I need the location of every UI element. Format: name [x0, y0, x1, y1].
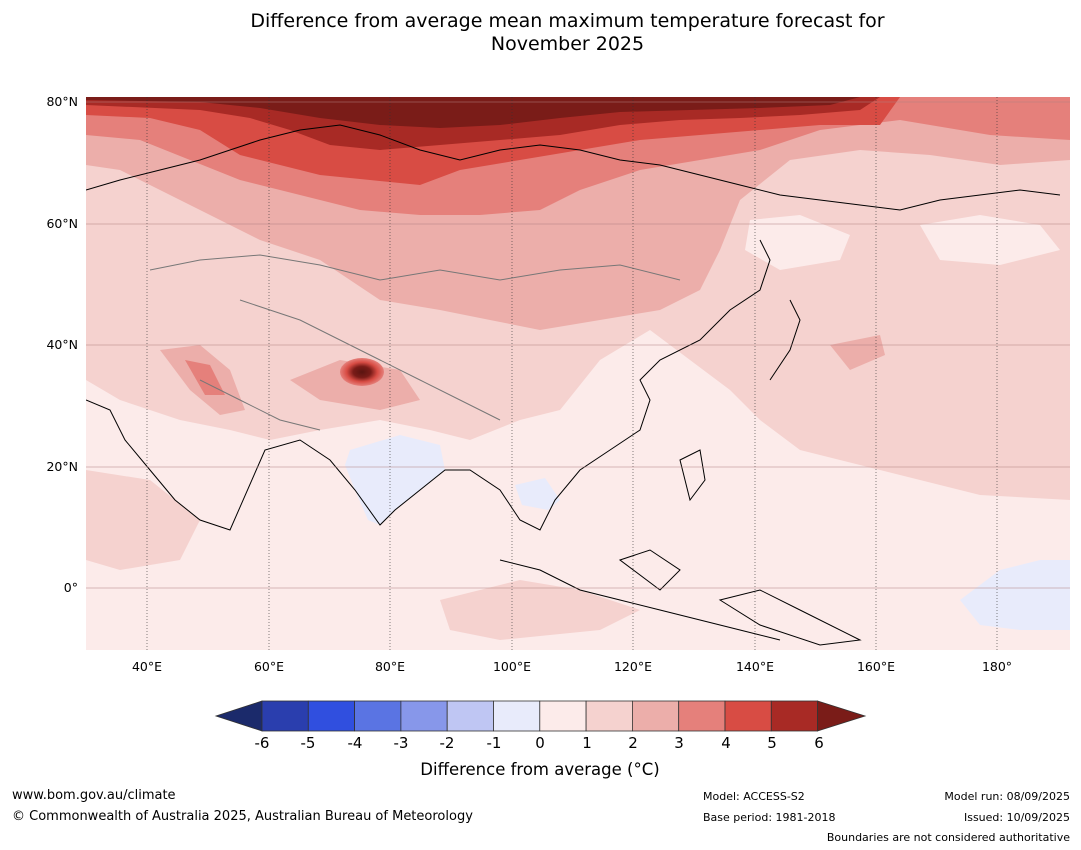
model-text: Model: ACCESS-S2: [703, 790, 805, 803]
cb-tick: -1: [486, 734, 502, 752]
cool-patch-india: [345, 435, 445, 525]
contour-above-6: [86, 97, 860, 128]
lon-label-40e: 40°E: [131, 659, 163, 674]
lon-label-80e: 80°E: [374, 659, 406, 674]
lon-label-160e: 160°E: [856, 659, 895, 674]
lon-label-60e: 60°E: [253, 659, 285, 674]
base-period-text: Base period: 1981-2018: [703, 811, 836, 824]
cb-tick: 2: [628, 734, 638, 752]
cool-patch-indochina: [515, 478, 560, 510]
latitude-gridlines: [86, 101, 1070, 589]
cb-tick: 0: [535, 734, 545, 752]
cb-tick: -2: [439, 734, 455, 752]
cb-tick: -3: [393, 734, 409, 752]
cool-patch-pacific: [960, 560, 1070, 630]
hotspot: [340, 358, 384, 386]
disclaimer-text: Boundaries are not considered authoritat…: [826, 831, 1070, 844]
title-line-2: November 2025: [490, 33, 645, 55]
lat-label-80n: 80°N: [46, 94, 78, 109]
lat-label-40n: 40°N: [46, 337, 78, 352]
cb-tick: 5: [767, 734, 777, 752]
cb-tick: 1: [582, 734, 592, 752]
copyright-text: © Commonwealth of Australia 2025, Austra…: [12, 809, 473, 824]
lon-label-100e: 100°E: [492, 659, 531, 674]
model-run-text: Model run: 08/09/2025: [944, 790, 1070, 803]
website-link[interactable]: www.bom.gov.au/climate: [12, 788, 176, 803]
lat-label-0: 0°: [63, 580, 78, 595]
lon-label-120e: 120°E: [613, 659, 652, 674]
cb-tick: 6: [814, 734, 824, 752]
lat-label-20n: 20°N: [46, 459, 78, 474]
cb-tick: -4: [347, 734, 363, 752]
issued-text: Issued: 10/09/2025: [963, 811, 1070, 824]
title-line-1: Difference from average mean maximum tem…: [250, 10, 885, 32]
map-title: Difference from average mean maximum tem…: [0, 10, 1081, 56]
longitude-gridlines: [146, 97, 998, 650]
cb-tick: -6: [254, 734, 270, 752]
cb-tick: 4: [721, 734, 731, 752]
colorbar-title: Difference from average (°C): [420, 760, 660, 779]
coastlines: [86, 124, 1061, 646]
borders: [149, 254, 681, 431]
cb-tick: -5: [300, 734, 316, 752]
cb-tick: 3: [674, 734, 684, 752]
lat-label-60n: 60°N: [46, 216, 78, 231]
lon-label-140e: 140°E: [735, 659, 774, 674]
map-contours: [86, 97, 1070, 650]
lon-label-180: 180°: [981, 659, 1013, 674]
